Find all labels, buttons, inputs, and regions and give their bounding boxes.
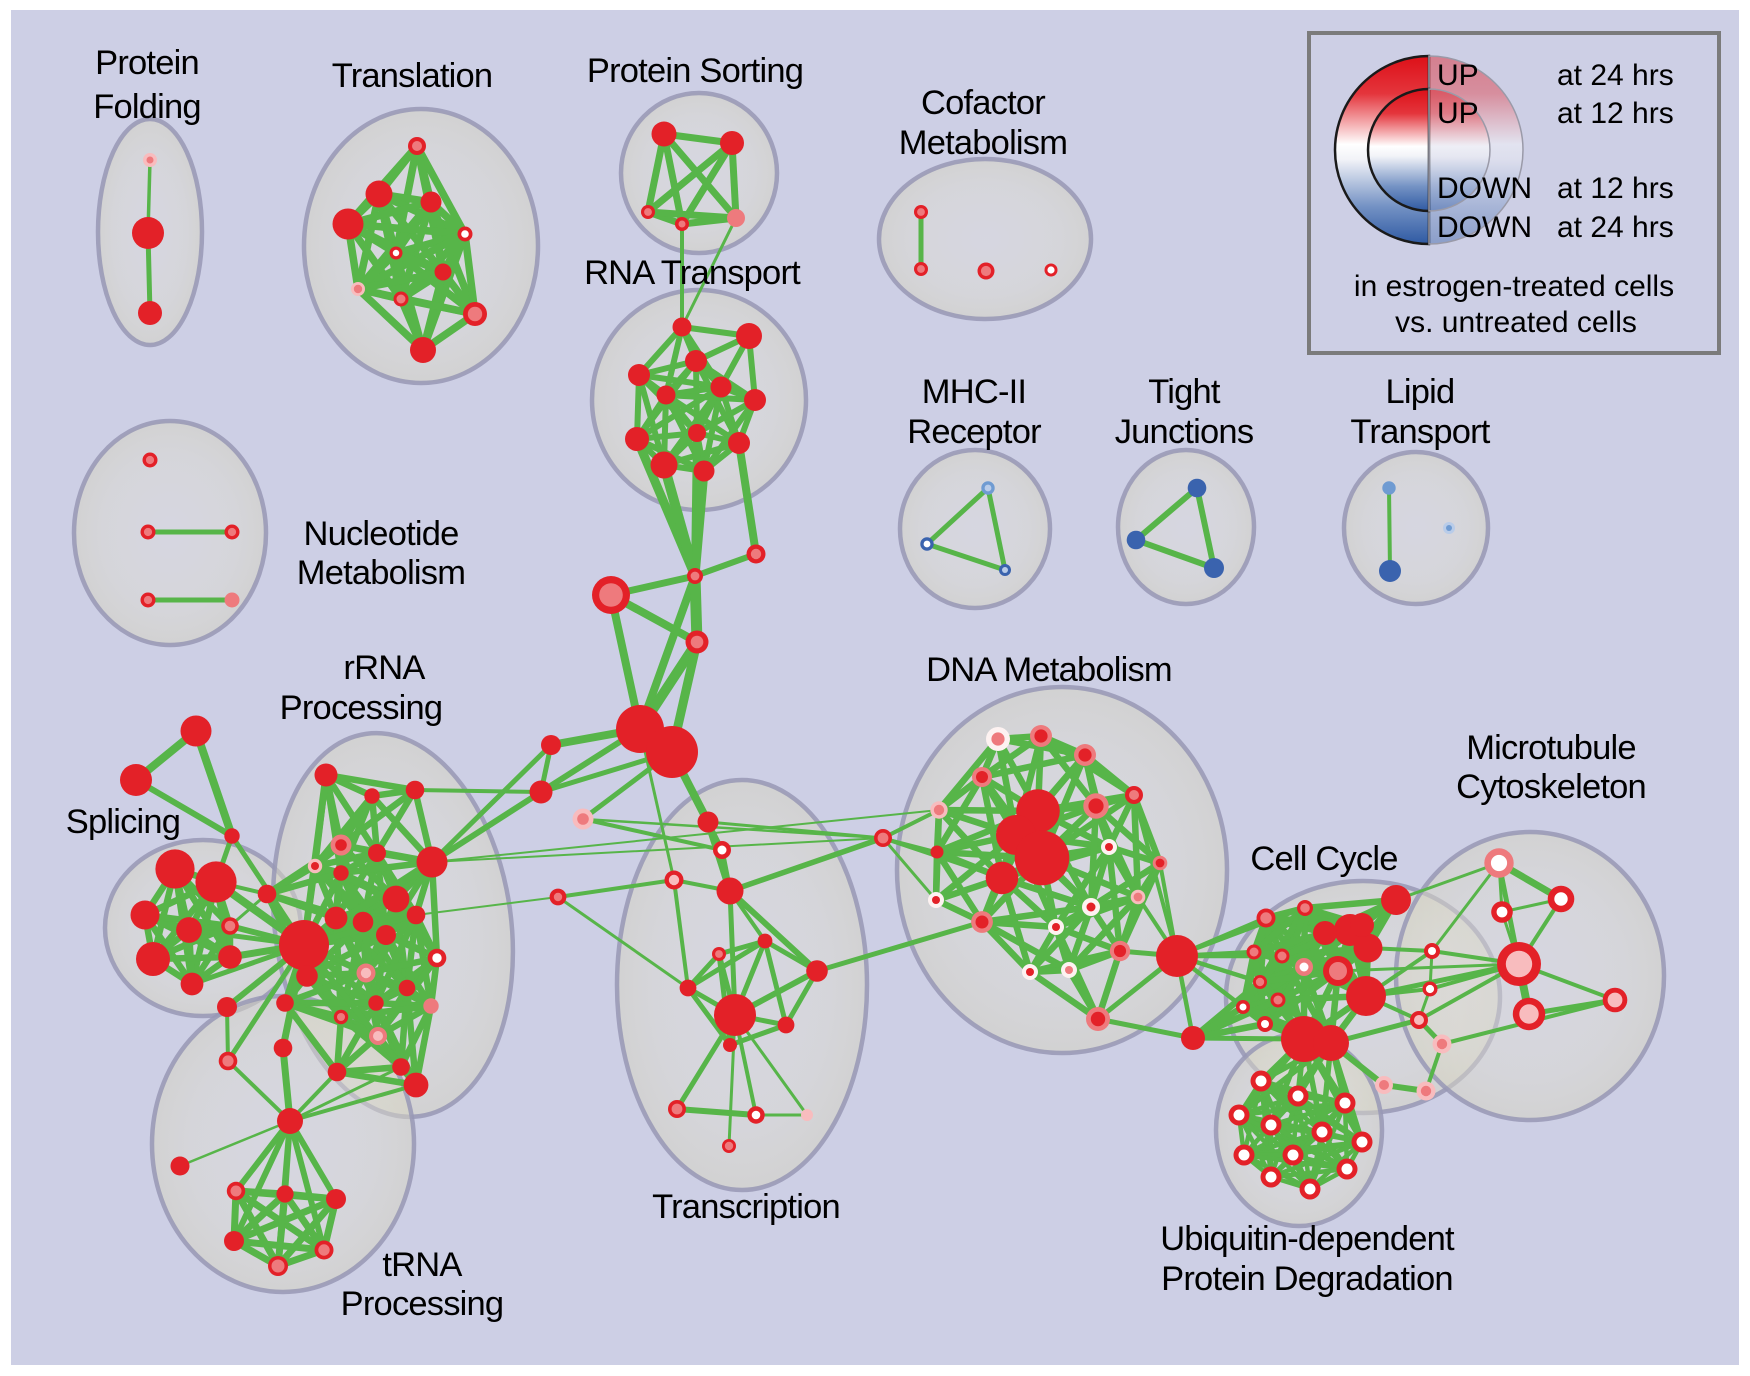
svg-text:UP: UP: [1437, 97, 1479, 130]
svg-text:Protein: Protein: [95, 44, 199, 82]
svg-text:at 24 hrs: at 24 hrs: [1557, 59, 1674, 92]
svg-text:at 24 hrs: at 24 hrs: [1557, 211, 1674, 244]
svg-text:DOWN: DOWN: [1437, 172, 1532, 205]
svg-text:Metabolism: Metabolism: [297, 554, 465, 592]
svg-text:Processing: Processing: [341, 1285, 504, 1323]
svg-text:Junctions: Junctions: [1115, 413, 1254, 451]
svg-text:MHC-II: MHC-II: [922, 373, 1026, 411]
svg-text:Processing: Processing: [280, 689, 443, 727]
svg-text:rRNA: rRNA: [343, 649, 425, 687]
svg-text:Ubiquitin-dependent: Ubiquitin-dependent: [1160, 1220, 1455, 1258]
svg-text:Tight: Tight: [1148, 373, 1221, 411]
svg-text:at 12 hrs: at 12 hrs: [1557, 172, 1674, 205]
svg-text:RNA Transport: RNA Transport: [584, 254, 801, 292]
svg-text:Protein Degradation: Protein Degradation: [1161, 1260, 1453, 1298]
svg-text:Transport: Transport: [1350, 413, 1490, 451]
svg-text:Translation: Translation: [332, 57, 493, 95]
svg-text:Cytoskeleton: Cytoskeleton: [1456, 768, 1646, 806]
svg-text:Receptor: Receptor: [907, 413, 1041, 451]
svg-text:Cofactor: Cofactor: [921, 84, 1045, 122]
svg-text:Microtubule: Microtubule: [1466, 729, 1636, 767]
svg-text:DNA Metabolism: DNA Metabolism: [926, 651, 1172, 689]
svg-text:Lipid: Lipid: [1386, 373, 1455, 411]
svg-text:Cell Cycle: Cell Cycle: [1250, 840, 1397, 878]
svg-text:Transcription: Transcription: [652, 1188, 840, 1226]
svg-text:Metabolism: Metabolism: [899, 124, 1067, 162]
svg-text:in estrogen-treated cells: in estrogen-treated cells: [1354, 270, 1674, 303]
svg-text:UP: UP: [1437, 59, 1479, 92]
svg-text:tRNA: tRNA: [382, 1246, 462, 1284]
svg-text:at 12 hrs: at 12 hrs: [1557, 97, 1674, 130]
svg-text:Folding: Folding: [93, 88, 201, 126]
svg-text:vs. untreated cells: vs. untreated cells: [1395, 306, 1637, 339]
svg-text:Protein Sorting: Protein Sorting: [587, 52, 803, 90]
svg-text:Splicing: Splicing: [66, 803, 180, 841]
svg-text:Nucleotide: Nucleotide: [303, 515, 458, 553]
svg-text:DOWN: DOWN: [1437, 211, 1532, 244]
